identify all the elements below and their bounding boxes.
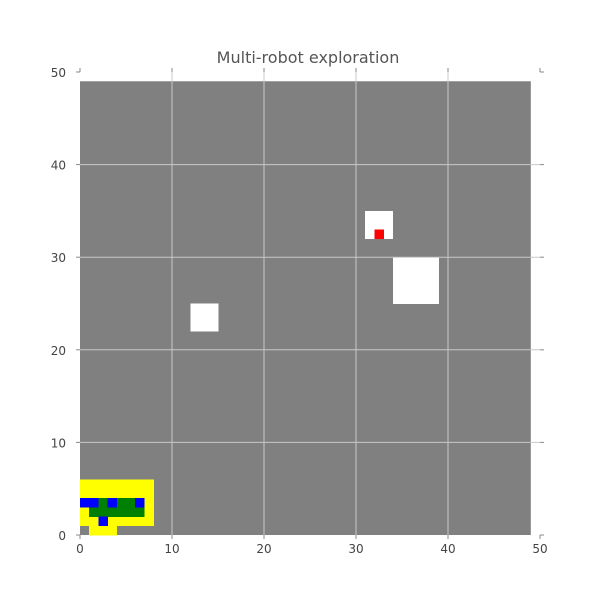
y-tick-label-50: 50 — [51, 66, 66, 80]
occupancy-grid — [80, 81, 531, 536]
unexplored-region — [80, 81, 531, 535]
robot-cell-0 — [80, 497, 99, 508]
x-tick-label-40: 40 — [440, 542, 455, 556]
grid-lines — [80, 72, 540, 535]
sensor-cell-1 — [89, 525, 118, 536]
free-cell-2 — [392, 257, 440, 304]
axis-ticks: 0 10 20 30 40 50 0 10 20 30 40 50 — [51, 66, 548, 556]
y-tick-label-30: 30 — [51, 251, 66, 265]
robot-cell-1 — [107, 497, 118, 508]
robot-cell-2 — [135, 497, 145, 508]
x-tick-label-10: 10 — [164, 542, 179, 556]
path-cell-2 — [116, 497, 136, 508]
target-cell-0 — [374, 229, 384, 239]
y-tick-label-20: 20 — [51, 344, 66, 358]
chart-title: Multi-robot exploration — [217, 48, 400, 67]
x-tick-label-20: 20 — [256, 542, 271, 556]
x-tick-label-0: 0 — [76, 542, 84, 556]
robot-cell-3 — [98, 516, 108, 527]
path-cell-0 — [89, 507, 145, 517]
x-tick-label-30: 30 — [348, 542, 363, 556]
y-tick-label-40: 40 — [51, 159, 66, 173]
x-tick-label-50: 50 — [532, 542, 547, 556]
y-tick-label-0: 0 — [58, 529, 66, 543]
free-cell-0 — [190, 303, 219, 332]
y-tick-label-10: 10 — [51, 436, 66, 450]
